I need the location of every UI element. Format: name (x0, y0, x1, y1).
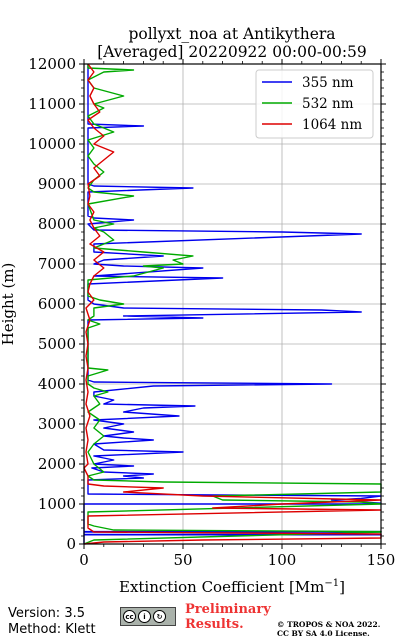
x-axis-label-main: Extinction Coefficient [Mm (119, 578, 324, 596)
cc-icon: cc (123, 610, 136, 623)
y-tick-label: 2000 (38, 455, 76, 473)
y-tick-label: 5000 (38, 335, 76, 353)
chart-title-line2: [Averaged] 20220922 00:00-00:59 (97, 43, 367, 61)
y-tick-label: 3000 (38, 415, 76, 433)
chart-title-line1: pollyxt_noa at Antikythera (128, 25, 335, 43)
legend-label: 1064 nm (302, 117, 362, 133)
cc-license-badge: cc i ↻ (120, 607, 176, 626)
cc-by-icon: i (138, 610, 151, 623)
series-line-1064-nm (83, 63, 382, 545)
copyright-line2: CC BY SA 4.0 License. (277, 629, 370, 638)
y-tick-label: 1000 (38, 495, 76, 513)
y-tick-label: 6000 (38, 295, 76, 313)
preliminary-notice: Preliminary Results. (185, 602, 271, 632)
y-tick-label: 10000 (28, 135, 76, 153)
copyright-notice: © TROPOS & NOA 2022. CC BY SA 4.0 Licens… (277, 620, 380, 638)
x-axis-label-sup: −1 (324, 578, 339, 589)
y-tick-label: 7000 (38, 255, 76, 273)
y-tick-label: 9000 (38, 175, 76, 193)
y-tick-label: 11000 (28, 95, 76, 113)
x-tick-label: 50 (173, 551, 192, 569)
y-axis-label: Height (m) (0, 263, 17, 346)
copyright-line1: © TROPOS & NOA 2022. (277, 620, 381, 629)
legend-box (255, 69, 374, 139)
preliminary-line2: Results. (185, 617, 244, 632)
x-axis-label-end: ] (339, 578, 345, 596)
legend: 355 nm 532 nm 1064 nm (255, 69, 374, 139)
cc-sa-icon: ↻ (153, 610, 166, 623)
y-tick-label: 12000 (28, 55, 76, 73)
x-tick-label: 150 (367, 551, 396, 569)
preliminary-line1: Preliminary (185, 602, 271, 617)
series-line-355-nm (83, 64, 382, 544)
axis-ticks: 0 50 100 150 0 1000 2000 3000 4000 5000 6000 7000 80… (28, 55, 395, 569)
legend-label: 355 nm (302, 75, 354, 91)
version-text: Version: 3.5 (8, 606, 85, 621)
plot-frame (83, 63, 382, 545)
y-tick-label: 8000 (38, 215, 76, 233)
y-tick-label: 0 (66, 535, 76, 553)
legend-label: 532 nm (302, 96, 354, 112)
method-text: Method: Klett (8, 622, 96, 637)
x-tick-label: 100 (268, 551, 297, 569)
footer-info: Version: 3.5 Method: Klett (8, 606, 96, 638)
x-tick-label: 0 (79, 551, 89, 569)
y-tick-label: 4000 (38, 375, 76, 393)
chart: pollyxt_noa at Antikythera [Averaged] 20… (0, 25, 395, 596)
x-axis-label: Extinction Coefficient [Mm−1] (119, 578, 345, 596)
